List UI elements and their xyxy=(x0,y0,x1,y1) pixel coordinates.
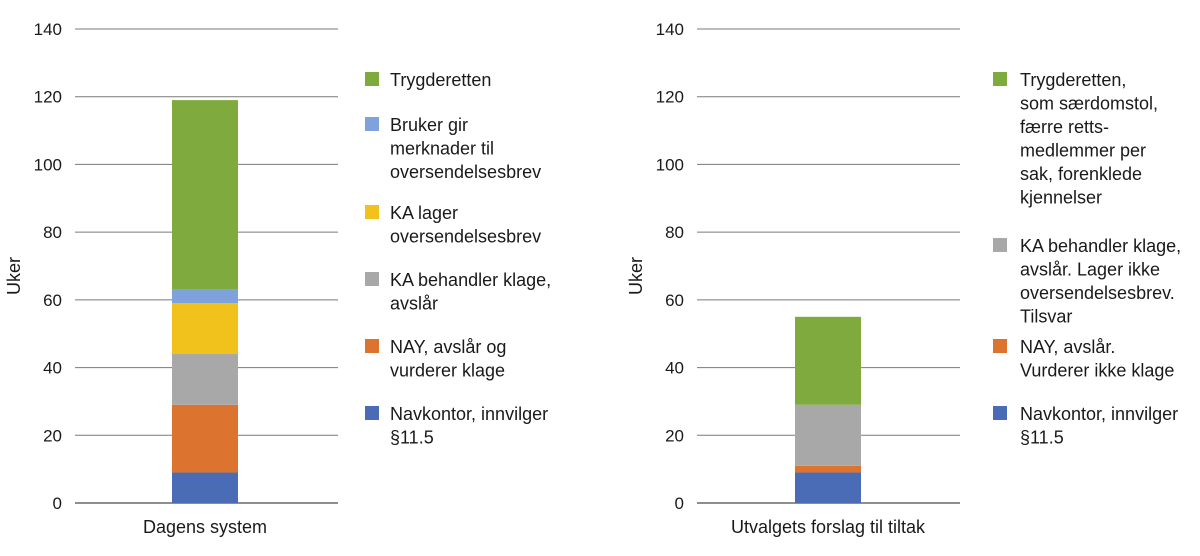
bar-segment-0-4 xyxy=(172,289,238,304)
bar-segment-0-3 xyxy=(172,303,238,355)
legend-label: færre retts- xyxy=(1020,117,1109,137)
legend-swatch xyxy=(365,117,379,131)
y-tick-label: 140 xyxy=(656,20,684,39)
legend-label: avslår xyxy=(390,294,438,314)
legend-swatch xyxy=(365,339,379,353)
legend-label: Trygderetten, xyxy=(1020,70,1126,90)
bar-segment-0-1 xyxy=(172,404,238,473)
legend-label: oversendelsesbrev. xyxy=(1020,283,1175,303)
y-tick-label: 140 xyxy=(34,20,62,39)
legend-swatch xyxy=(365,272,379,286)
y-tick-label: 20 xyxy=(665,426,684,445)
y-tick-label: 0 xyxy=(675,494,684,513)
legend-label: Vurderer ikke klage xyxy=(1020,361,1174,381)
legend-swatch xyxy=(365,72,379,86)
legend-label: Tilsvar xyxy=(1020,307,1072,327)
legend-label: NAY, avslår og xyxy=(390,337,506,357)
bar-segment-1-2 xyxy=(795,404,861,466)
bar-segment-0-5 xyxy=(172,100,238,290)
y-tick-label: 100 xyxy=(656,155,684,174)
legend-label: kjennelser xyxy=(1020,188,1102,208)
legend-label: KA lager xyxy=(390,203,458,223)
y-tick-label: 40 xyxy=(43,359,62,378)
bar-segment-0-0 xyxy=(172,472,238,503)
y-axis-label: Uker xyxy=(626,257,646,295)
y-tick-label: 60 xyxy=(665,291,684,310)
y-tick-label: 0 xyxy=(53,494,62,513)
y-tick-label: 100 xyxy=(34,155,62,174)
x-category-label: Utvalgets forslag til tiltak xyxy=(731,517,926,537)
legend-label: oversendelsesbrev xyxy=(390,227,541,247)
legend-label: Trygderetten xyxy=(390,70,491,90)
legend-swatch xyxy=(993,238,1007,252)
legend-label: medlemmer per xyxy=(1020,141,1146,161)
legend-label: som særdomstol, xyxy=(1020,94,1158,114)
legend-label: §11.5 xyxy=(1020,428,1064,448)
y-tick-label: 80 xyxy=(665,223,684,242)
bar-segment-1-3 xyxy=(795,316,861,405)
bar-segment-0-2 xyxy=(172,354,238,405)
legend-label: vurderer klage xyxy=(390,361,505,381)
legend-label: oversendelsesbrev xyxy=(390,162,541,182)
y-tick-label: 60 xyxy=(43,291,62,310)
y-tick-label: 120 xyxy=(656,88,684,107)
bar-segment-1-0 xyxy=(795,472,861,503)
legend-label: Navkontor, innvilger xyxy=(390,404,548,424)
legend-label: Bruker gir xyxy=(390,115,468,135)
legend-label: merknader til xyxy=(390,139,494,159)
legend-swatch xyxy=(993,339,1007,353)
y-tick-label: 20 xyxy=(43,426,62,445)
legend-label: Navkontor, innvilger xyxy=(1020,404,1178,424)
legend-swatch xyxy=(365,205,379,219)
y-tick-label: 80 xyxy=(43,223,62,242)
legend-label: KA behandler klage, xyxy=(390,270,551,290)
x-category-label: Dagens system xyxy=(143,517,267,537)
legend-swatch xyxy=(365,406,379,420)
legend-label: NAY, avslår. xyxy=(1020,337,1115,357)
y-tick-label: 120 xyxy=(34,88,62,107)
legend-label: sak, forenklede xyxy=(1020,164,1142,184)
legend-label: §11.5 xyxy=(390,428,434,448)
y-axis-label: Uker xyxy=(4,257,24,295)
legend-swatch xyxy=(993,406,1007,420)
legend-label: KA behandler klage, xyxy=(1020,236,1181,256)
y-tick-label: 40 xyxy=(665,359,684,378)
legend-label: avslår. Lager ikke xyxy=(1020,260,1160,280)
bar-segment-1-1 xyxy=(795,465,861,473)
legend-swatch xyxy=(993,72,1007,86)
